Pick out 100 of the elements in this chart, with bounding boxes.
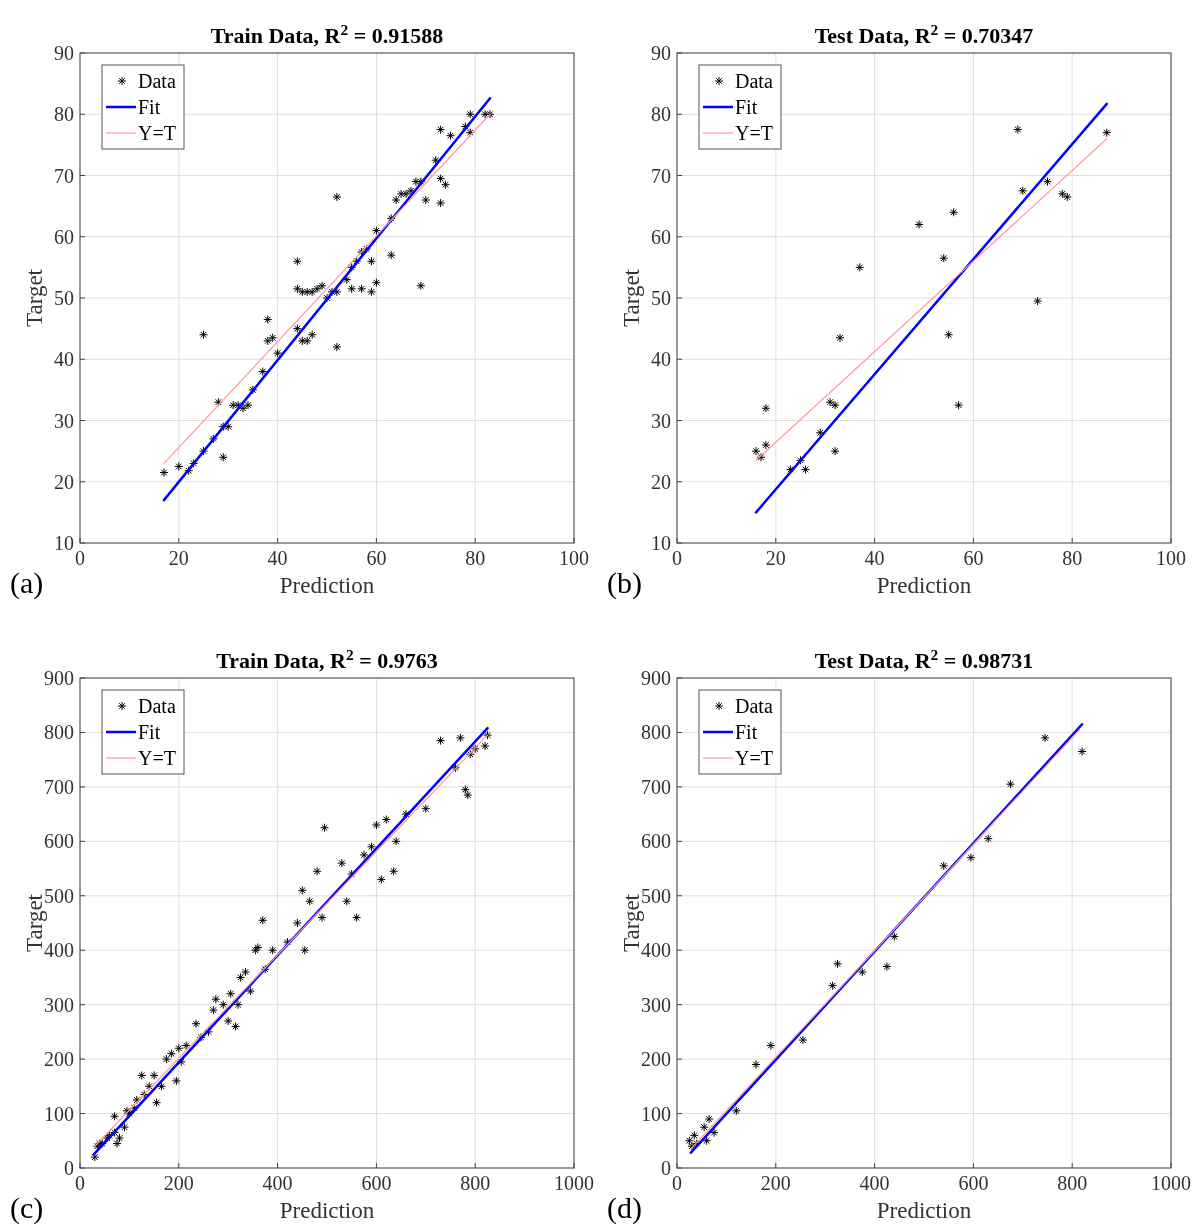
x-tick-label: 60: [366, 547, 387, 569]
y-tick-label: 20: [651, 470, 671, 493]
x-tick-label: 200: [760, 1172, 791, 1194]
point: [1005, 779, 1015, 789]
point: [815, 428, 825, 438]
x-tick-label: 80: [465, 547, 486, 569]
point: [798, 1035, 808, 1045]
chart-title: Train Data, R$^{2}$ = 0.9763: [216, 645, 438, 673]
x-tick-label: 400: [262, 1172, 293, 1194]
point: [882, 962, 892, 972]
y-tick-label: 30: [651, 409, 671, 432]
point: [855, 262, 865, 272]
y-tick-label: 50: [54, 287, 74, 309]
point: [835, 333, 845, 343]
point: [830, 446, 840, 456]
y-tick-label: 30: [54, 409, 74, 432]
point: [825, 397, 835, 407]
point: [702, 1136, 712, 1146]
y-tick-label: 800: [641, 721, 671, 744]
point: [914, 220, 924, 229]
y-tick-label: 90: [54, 42, 74, 64]
y-tick-label: 300: [44, 993, 74, 1016]
legend-label: Data: [138, 695, 176, 717]
y-tick-label: 10: [651, 532, 671, 554]
y-tick-label: 80: [651, 103, 671, 126]
point: [751, 1060, 761, 1070]
y-tick-label: 0: [64, 1157, 74, 1179]
y-tick-label: 900: [641, 667, 671, 689]
y-tick-label: 100: [641, 1102, 671, 1125]
y-tick-label: 100: [44, 1102, 74, 1125]
x-tick-label: 1000: [1151, 1172, 1191, 1194]
y-tick-label: 70: [54, 164, 74, 187]
point: [689, 1130, 699, 1140]
point: [966, 853, 976, 863]
y-tick-label: 500: [44, 884, 74, 907]
x-tick-label: 60: [963, 547, 984, 569]
y-tick-label: 700: [641, 775, 671, 798]
x-tick-label: 600: [361, 1172, 392, 1194]
point: [1018, 186, 1028, 196]
x-tick-label: 400: [859, 1172, 890, 1194]
x-tick-label: 20: [168, 547, 189, 569]
point: [766, 1041, 776, 1050]
text: (a): [10, 566, 44, 600]
y-tick-label: 60: [54, 225, 74, 248]
point: [830, 400, 840, 410]
legend-label: Y=T: [138, 747, 176, 769]
y-tick-label: 200: [44, 1048, 74, 1071]
point: [1077, 747, 1087, 756]
x-axis-title: Prediction: [876, 1198, 972, 1223]
text: (d): [607, 1191, 642, 1225]
point: [709, 1128, 719, 1138]
y-tick-label: 0: [661, 1157, 671, 1179]
x-tick-label: 40: [864, 547, 885, 569]
x-axis-title: Prediction: [279, 1198, 375, 1223]
legend-label: Data: [138, 70, 176, 92]
y-tick-label: 40: [54, 348, 74, 371]
point: [1033, 296, 1043, 306]
y-tick-label: 600: [641, 830, 671, 853]
legend-label: Fit: [138, 721, 161, 743]
point: [1013, 125, 1023, 135]
point: [889, 932, 899, 942]
y-tick-label: 70: [651, 164, 671, 187]
y-tick-label: 50: [651, 287, 671, 309]
x-tick-label: 1000: [554, 1172, 594, 1194]
legend-label: Data: [735, 695, 773, 717]
y-axis-title: Target: [22, 268, 47, 327]
x-tick-label: 800: [460, 1172, 491, 1194]
legend-label: Fit: [735, 96, 758, 118]
y-tick-label: 200: [641, 1048, 671, 1071]
legend-label: Fit: [735, 721, 758, 743]
y-tick-label: 700: [44, 775, 74, 798]
point: [761, 440, 771, 450]
x-tick-label: 600: [958, 1172, 989, 1194]
point: [800, 465, 810, 474]
chart-title: Test Data, R$^{2}$ = 0.70347: [814, 20, 1034, 48]
y-tick-label: 500: [641, 884, 671, 907]
point: [944, 330, 954, 340]
chart-title: Train Data, R$^{2}$ = 0.91588: [210, 20, 444, 48]
point: [684, 1136, 694, 1146]
y-axis-title: Target: [619, 268, 644, 327]
x-axis-title: Prediction: [279, 573, 375, 598]
y-tick-label: 20: [54, 470, 74, 493]
x-tick-label: 100: [1156, 547, 1186, 569]
y-tick-label: 60: [651, 225, 671, 248]
point: [1102, 128, 1112, 138]
text: (c): [10, 1191, 44, 1225]
x-axis-title: Prediction: [876, 573, 972, 598]
x-tick-label: 800: [1057, 1172, 1088, 1194]
point: [857, 967, 867, 977]
point: [1057, 189, 1067, 199]
y-tick-label: 40: [651, 348, 671, 371]
legend-label: Y=T: [138, 122, 176, 144]
point: [761, 403, 771, 413]
y-tick-label: 900: [44, 667, 74, 689]
point: [786, 465, 796, 474]
text: (b): [607, 566, 642, 600]
x-tick-label: 40: [267, 547, 288, 569]
point: [704, 1114, 714, 1124]
x-tick-label: 200: [163, 1172, 194, 1194]
point: [1062, 192, 1072, 202]
